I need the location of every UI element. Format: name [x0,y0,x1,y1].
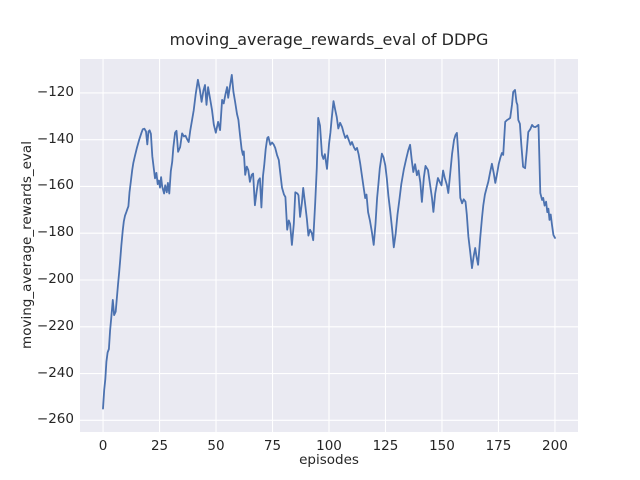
y-tick-label: −220 [36,317,74,334]
x-tick-label: 200 [542,438,568,454]
y-tick-label: −200 [36,270,74,287]
y-tick-label: −260 [36,411,74,428]
x-tick-label: 75 [263,438,282,454]
x-tick-label: 50 [207,438,225,454]
x-tick-label: 25 [150,438,169,454]
y-axis-label: moving_average_rewards_eval [19,141,35,349]
y-tick-label: −240 [36,364,74,381]
y-tick-label: −140 [36,130,74,147]
x-tick-label: 0 [98,438,108,454]
reward-line-series [102,74,556,410]
y-tick-label: −180 [36,224,74,241]
chart-title: moving_average_rewards_eval of DDPG [169,30,489,49]
x-tick-label: 150 [429,438,455,454]
x-axis-label: episodes [299,452,359,468]
y-tick-label: −160 [36,177,74,194]
x-tick-label: 125 [372,438,399,454]
x-tick-label: 175 [485,438,512,454]
y-tick-label: −120 [36,83,74,100]
x-tick-label: 100 [316,438,342,454]
